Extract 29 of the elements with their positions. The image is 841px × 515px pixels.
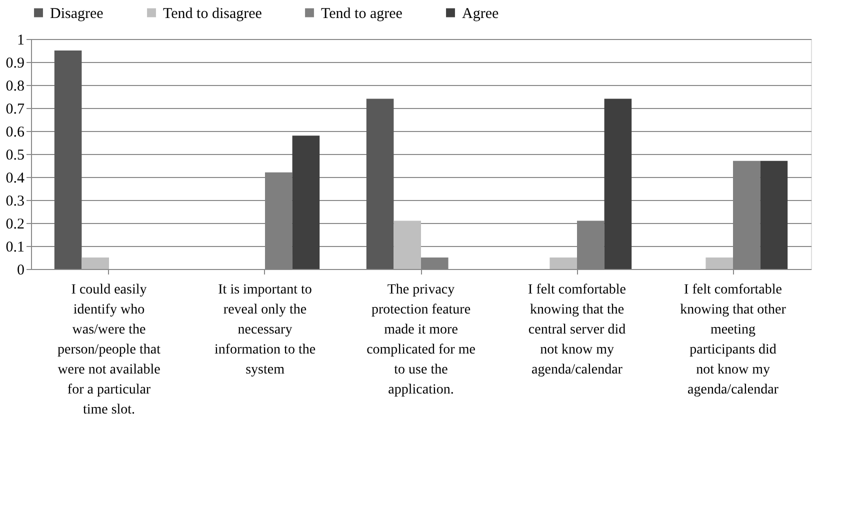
legend-label: Tend to agree: [321, 6, 403, 22]
bar: [366, 98, 394, 269]
y-tick-label: 0.5: [6, 148, 24, 164]
y-tick-label: 0.4: [6, 170, 25, 186]
y-tick-label: 1: [17, 32, 24, 48]
bar: [760, 160, 788, 269]
legend-label: Agree: [462, 6, 499, 22]
legend-label: Tend to disagree: [163, 6, 262, 22]
bar: [82, 258, 109, 269]
bar: [292, 136, 320, 269]
y-tick-label: 0.1: [6, 240, 24, 256]
y-tick-label: 0: [17, 262, 24, 278]
y-tick-label: 0.9: [6, 56, 24, 72]
legend-label: Disagree: [50, 6, 104, 22]
y-tick-label: 0.6: [6, 124, 25, 140]
y-tick-label: 0.8: [6, 78, 24, 94]
x-tick-label: It is important to reveal only the necessary information to the system: [214, 282, 316, 378]
bar: [394, 220, 421, 269]
y-tick-label: 0.7: [6, 102, 25, 118]
bar: [706, 258, 733, 269]
y-tick-label: 0.3: [6, 194, 24, 210]
bar: [604, 98, 632, 269]
bar: [550, 258, 577, 269]
x-tick-label: I felt comfortable knowing that other meeting participants did not know my agenda/calendar: [680, 282, 786, 398]
bar: [54, 50, 82, 269]
y-tick-label: 0.2: [6, 216, 24, 232]
x-tick-label: The privacy protection feature made it more complicated for me to use the application.: [366, 282, 476, 398]
x-tick-label: I could easily identify who was/were the person/people that were not available for a particular time slot.: [57, 282, 161, 418]
x-tick-label: I felt comfortable knowing that the central server did not know my agenda/calendar: [528, 282, 626, 378]
